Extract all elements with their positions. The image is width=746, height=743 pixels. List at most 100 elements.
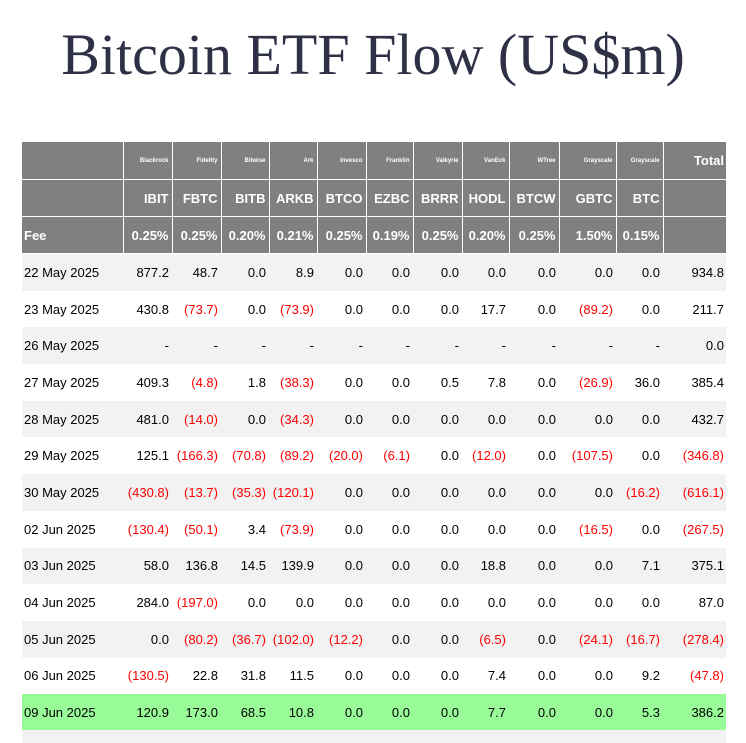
flow-cell: 0.0: [616, 510, 663, 548]
issuer-header: Bitwise: [221, 142, 270, 180]
flow-cell: 0.0: [366, 474, 413, 511]
flow-cell: (80.2): [172, 620, 221, 658]
flow-cell: 0.0: [366, 400, 413, 438]
flow-cell: 9.2: [616, 657, 663, 695]
date-cell: 28 May 2025: [22, 400, 123, 438]
flow-cell: (73.9): [269, 510, 317, 548]
fee-cell: 0.19%: [366, 216, 414, 254]
flow-cell: 48.7: [172, 253, 221, 291]
flow-cell: 0.0: [366, 547, 413, 585]
table-row: 28 May 2025 481.0 (14.0) 0.0 (34.3) 0.0 0.0 0.0…: [22, 400, 726, 438]
issuer-header: Franklin: [366, 142, 414, 180]
ticker-header: GBTC: [559, 179, 617, 217]
flow-cell: 0.0: [221, 400, 269, 438]
fee-cell: 0.21%: [269, 216, 318, 254]
flow-cell: -: [509, 327, 559, 365]
issuer-header: WTree: [509, 142, 560, 180]
flow-cell: 0.0: [413, 547, 462, 585]
flow-cell: 0.0: [462, 510, 509, 548]
ticker-header: ARKB: [269, 179, 318, 217]
ticker-header: BTCW: [509, 179, 560, 217]
flow-cell: 0.0: [317, 584, 366, 621]
fee-cell: 0.25%: [123, 216, 173, 254]
flow-cell: 173.0: [172, 694, 221, 731]
fee-cell: 0.25%: [509, 216, 560, 254]
flow-cell: 0.0: [366, 657, 413, 695]
fee-cell: [663, 216, 726, 254]
flow-cell: (130.4): [123, 510, 172, 548]
flow-cell: 10.8: [269, 694, 317, 731]
flow-cell: -: [559, 327, 616, 365]
flow-cell: -: [317, 327, 366, 365]
flow-cell: (4.8): [172, 364, 221, 401]
table-row: 26 May 2025- - - - - - - - - - -0.0: [22, 327, 726, 365]
flow-cell: 0.0: [366, 694, 413, 731]
ticker-header: BRRR: [413, 179, 463, 217]
flow-cell: (34.3): [269, 400, 317, 438]
flow-cell: 0.0: [317, 364, 366, 401]
flow-cell: (197.0): [172, 584, 221, 621]
flow-cell: 0.0: [366, 584, 413, 621]
ticker-header: IBIT: [123, 179, 173, 217]
flow-cell: (35.3): [221, 474, 269, 511]
issuer-header: VanEck: [462, 142, 510, 180]
flow-cell: 18.8: [462, 547, 509, 585]
flow-cell: 0.0: [462, 253, 509, 291]
flow-cell: 17.7: [462, 290, 509, 328]
flow-cell: 31.8: [221, 657, 269, 695]
flow-cell: 7.8: [462, 364, 509, 401]
flow-cell: (16.5): [559, 510, 616, 548]
page-title: Bitcoin ETF Flow (US$m): [61, 22, 685, 87]
flow-cell: 0.0: [559, 694, 616, 731]
flow-cell: (26.9): [559, 364, 616, 401]
flow-cell: (89.2): [269, 437, 317, 475]
total-cell: 0.0: [663, 327, 726, 365]
table-overflow-row: [22, 730, 726, 743]
fee-cell: 1.50%: [559, 216, 617, 254]
total-cell: (47.8): [663, 657, 726, 695]
flow-cell: 0.0: [559, 400, 616, 438]
flow-cell: 0.0: [413, 657, 462, 695]
date-cell: 04 Jun 2025: [22, 584, 123, 621]
flow-cell: 0.0: [616, 437, 663, 475]
issuer-header: Invesco: [317, 142, 367, 180]
table-row: 23 May 2025 430.8 (73.7) 0.0 (73.9) 0.0 0.0 0.0…: [22, 290, 726, 328]
flow-cell: 7.7: [462, 694, 509, 731]
flow-cell: -: [462, 327, 509, 365]
flow-cell: 0.0: [509, 400, 559, 438]
fee-header-row: Fee 0.25% 0.25% 0.20% 0.21% 0.25% 0.19% 0.25% 0.…: [22, 216, 726, 254]
flow-cell: (89.2): [559, 290, 616, 328]
flow-cell: (166.3): [172, 437, 221, 475]
flow-cell: 0.0: [317, 400, 366, 438]
flow-cell: 0.0: [559, 253, 616, 291]
ticker-header: EZBC: [366, 179, 414, 217]
flow-cell: 0.0: [317, 510, 366, 548]
total-header: Total: [663, 142, 726, 180]
flow-cell: 0.0: [413, 510, 462, 548]
flow-cell: 0.0: [317, 290, 366, 328]
flow-cell: 8.9: [269, 253, 317, 291]
flow-cell: 1.8: [221, 364, 269, 401]
date-cell: 23 May 2025: [22, 290, 123, 328]
flow-cell: (20.0): [317, 437, 366, 475]
issuer-header: Ark: [269, 142, 318, 180]
table-row: 30 May 2025 (430.8) (13.7) (35.3) (120.1) 0.0…: [22, 474, 726, 511]
ticker-header: [663, 179, 726, 217]
flow-cell: 11.5: [269, 657, 317, 695]
fee-cell: 0.25%: [317, 216, 367, 254]
flow-cell: 0.0: [616, 400, 663, 438]
flow-cell: 0.0: [462, 584, 509, 621]
flow-cell: 0.0: [221, 584, 269, 621]
flow-cell: 0.0: [509, 694, 559, 731]
flow-cell: 877.2: [123, 253, 172, 291]
flow-cell: 0.0: [221, 253, 269, 291]
fee-cell: 0.20%: [462, 216, 510, 254]
flow-cell: (12.2): [317, 620, 366, 658]
flow-cell: 0.0: [462, 400, 509, 438]
flow-cell: 7.4: [462, 657, 509, 695]
flow-cell: 0.0: [366, 364, 413, 401]
flow-cell: (120.1): [269, 474, 317, 511]
flow-cell: 0.0: [366, 253, 413, 291]
flow-cell: 0.0: [413, 620, 462, 658]
total-cell: 375.1: [663, 547, 726, 585]
